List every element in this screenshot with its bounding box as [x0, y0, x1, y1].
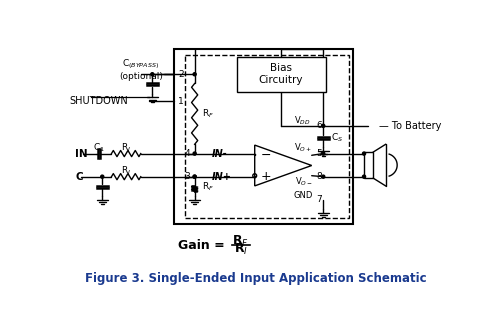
Circle shape — [193, 152, 196, 155]
Circle shape — [322, 124, 325, 127]
Bar — [237, 56, 326, 92]
Text: Figure 3. Single-Ended Input Application Schematic: Figure 3. Single-Ended Input Application… — [86, 272, 427, 285]
Text: V$_{DD}$: V$_{DD}$ — [294, 115, 310, 127]
Text: IN-: IN- — [212, 148, 228, 158]
Text: C$_{(BYPASS)}$
(optional): C$_{(BYPASS)}$ (optional) — [119, 57, 162, 81]
Circle shape — [362, 152, 366, 155]
Circle shape — [193, 73, 196, 76]
Text: R$_F$: R$_F$ — [202, 108, 213, 120]
Text: 5: 5 — [316, 149, 322, 158]
Text: R$_I$: R$_I$ — [121, 141, 131, 154]
Text: 4: 4 — [184, 149, 190, 158]
Text: 6: 6 — [316, 121, 322, 130]
Text: 8: 8 — [316, 172, 322, 181]
Text: 3: 3 — [184, 172, 190, 181]
Text: C$_1$: C$_1$ — [93, 141, 105, 154]
Text: −: − — [260, 148, 270, 162]
Text: Gain =: Gain = — [178, 240, 230, 252]
Bar — [174, 49, 352, 224]
Text: C$_S$: C$_S$ — [331, 132, 343, 145]
Text: R$_F$: R$_F$ — [202, 180, 213, 192]
Text: R$_I$: R$_I$ — [234, 242, 248, 257]
Circle shape — [322, 175, 325, 178]
Text: C: C — [76, 172, 83, 182]
Circle shape — [193, 175, 196, 178]
Bar — [364, 152, 374, 178]
Text: — To Battery: — To Battery — [380, 121, 442, 131]
Text: R$_I$: R$_I$ — [121, 164, 131, 177]
Text: +: + — [260, 170, 271, 183]
Text: Bias
Circuitry: Bias Circuitry — [258, 63, 303, 85]
Text: IN+: IN+ — [212, 172, 232, 182]
Text: IN: IN — [76, 148, 88, 158]
Circle shape — [100, 175, 104, 178]
Text: V$_{O-}$: V$_{O-}$ — [294, 176, 312, 188]
Text: 1: 1 — [178, 97, 184, 106]
Circle shape — [193, 175, 196, 178]
Text: 7: 7 — [316, 195, 322, 204]
Text: SHUTDOWN: SHUTDOWN — [70, 96, 128, 106]
Bar — [186, 55, 348, 218]
Circle shape — [362, 175, 366, 178]
Circle shape — [322, 152, 325, 155]
Text: R$_F$: R$_F$ — [232, 234, 250, 249]
Text: 2: 2 — [178, 70, 184, 79]
Text: V$_{O+}$: V$_{O+}$ — [294, 142, 312, 154]
Text: GND: GND — [293, 191, 312, 200]
Circle shape — [151, 73, 154, 76]
